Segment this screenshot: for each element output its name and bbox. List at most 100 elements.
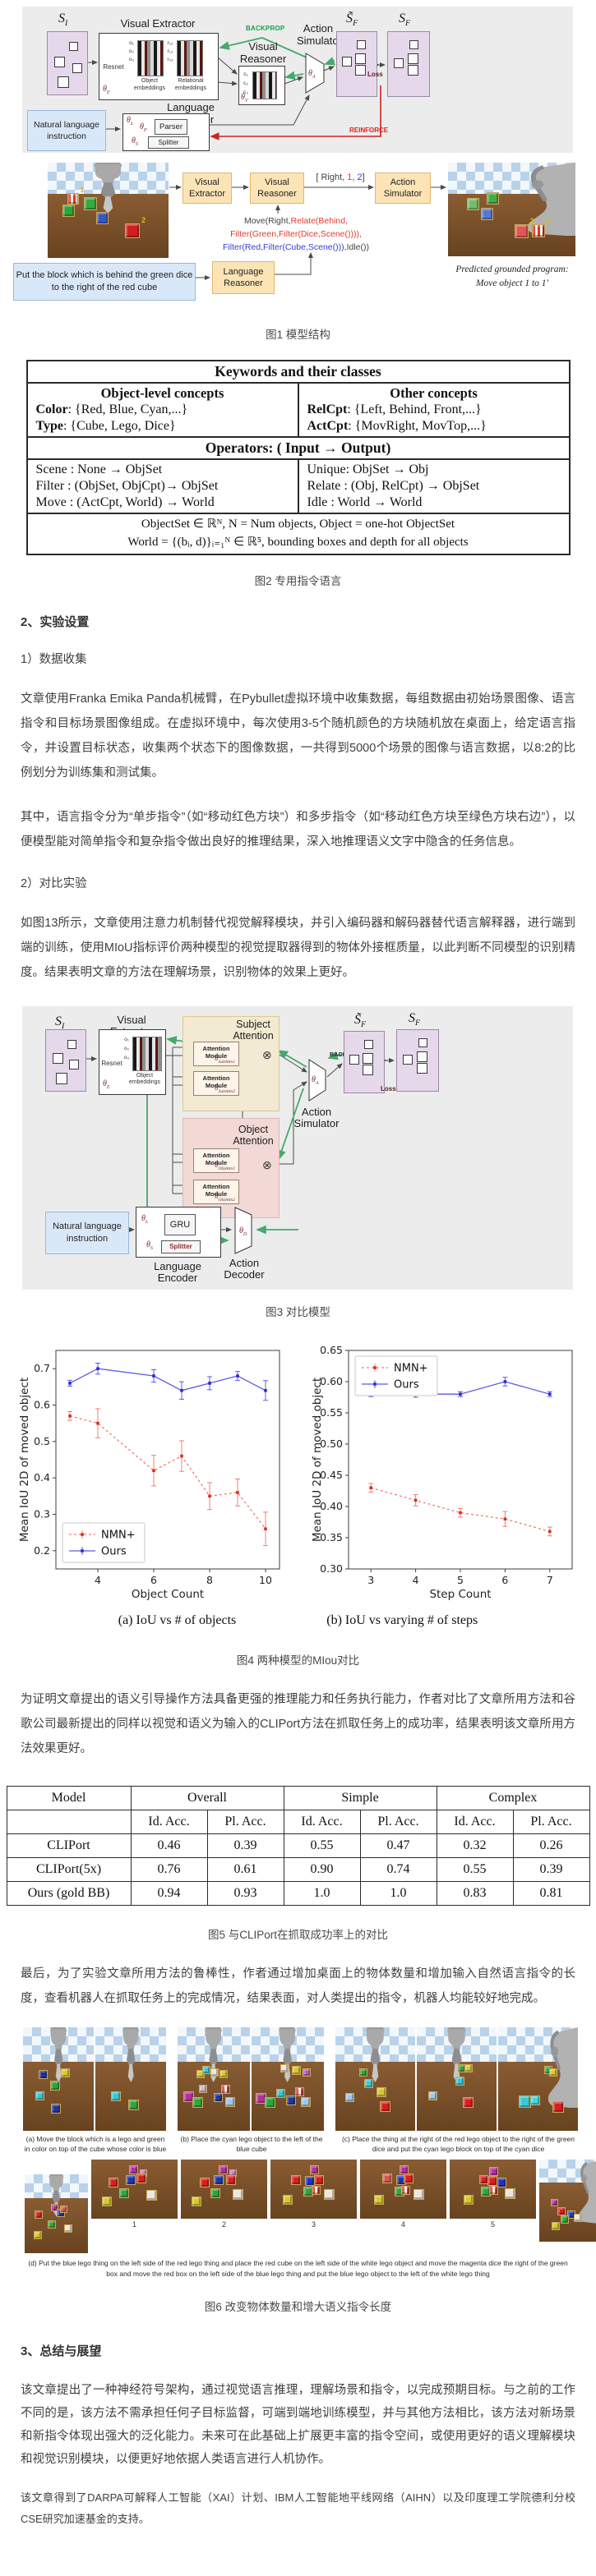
fig6-row2: 1 2 3 4 5 xyxy=(25,2160,596,2253)
cell-value: 1.0 xyxy=(283,1880,361,1906)
actcpt-row: ActCpt: {MovRight, MovTop,...} xyxy=(307,418,561,435)
scene-block xyxy=(573,2214,582,2222)
footnote-line: ObjectSet ∈ ℝᴺ, N = Num objects, Object … xyxy=(141,518,455,531)
theta-e: θE xyxy=(103,1079,110,1090)
block-thumb xyxy=(408,65,418,76)
scene-block xyxy=(292,2066,302,2076)
r12-label: r₁₂ xyxy=(167,40,173,46)
robot-arm-icon xyxy=(280,2026,296,2082)
svg-text:Mean IoU 2D of moved object: Mean IoU 2D of moved object xyxy=(18,1377,31,1541)
table-row: CLIPort 0.46 0.39 0.55 0.47 0.32 0.26 xyxy=(6,1833,590,1858)
loss-label: Loss xyxy=(367,71,383,78)
svg-text:0.65: 0.65 xyxy=(320,1344,343,1356)
scene-block xyxy=(49,2081,60,2091)
scene-block xyxy=(196,2070,205,2079)
scene-block xyxy=(549,2068,558,2077)
robot-arm-icon xyxy=(50,2026,67,2082)
scene-block xyxy=(377,2086,387,2097)
scene-block xyxy=(324,2189,335,2200)
block-thumb xyxy=(72,63,82,73)
svg-text:0.6: 0.6 xyxy=(34,1398,50,1410)
robot-arm-icon xyxy=(94,163,122,214)
fig4-charts: 0.2 0.3 0.4 0.5 0.6 0.7 4 6 8 10 Object Count Mean … xyxy=(0,1341,596,1605)
scene-block xyxy=(550,2199,558,2206)
cell-value: 0.55 xyxy=(283,1833,361,1858)
section2-heading: 2、实验设置 xyxy=(21,614,90,629)
scene-block xyxy=(291,2174,302,2185)
chart-iou-vs-steps: 0.30 0.35 0.40 0.45 0.50 0.55 0.60 0.65 3 4 5 6 7 Ste… xyxy=(311,1344,572,1601)
scene-block xyxy=(313,2174,324,2185)
operators-title: Operators: ( Input → Output) xyxy=(25,436,571,460)
scene-block xyxy=(557,2207,566,2215)
cell-value: 0.55 xyxy=(436,1856,514,1882)
fig6-group-a: (a) Move the block which is a lego and g… xyxy=(23,2026,168,2155)
scene-block xyxy=(201,2066,210,2075)
keywords-title: Keywords and their classes xyxy=(25,360,571,384)
scene-image xyxy=(360,2160,446,2219)
scene-block xyxy=(529,2095,540,2105)
object-attention-panel: Object Attention Attention Module θObjAt… xyxy=(182,1117,280,1218)
svg-text:Step Count: Step Count xyxy=(429,1588,491,1601)
fig6-row1: (a) Move the block which is a lego and g… xyxy=(23,2026,596,2155)
r23-label: r₂₃ xyxy=(167,57,173,62)
scene-block xyxy=(302,2068,311,2077)
section2-sub2: 2）对比实验 xyxy=(21,876,87,890)
multiply-icon: ⊗ xyxy=(262,1047,272,1061)
scene-block xyxy=(275,2089,285,2099)
block-thumb xyxy=(417,1051,427,1062)
svg-text:Mean IoU 2D of moved object: Mean IoU 2D of moved object xyxy=(311,1377,324,1541)
program-line: Move(Right,Relate(Behind, xyxy=(243,216,349,226)
o2-label: o₂ xyxy=(123,1045,130,1051)
block-thumb xyxy=(355,65,366,76)
language-reasoner-node: Language Reasoner xyxy=(212,261,275,294)
scene-block xyxy=(359,2068,368,2077)
fig5-results-table: Model Overall Simple Complex Id. Acc. Pl… xyxy=(6,1785,590,1906)
block-thumb xyxy=(409,40,418,49)
block-thumb xyxy=(56,1072,67,1084)
scene-image xyxy=(539,2160,596,2242)
svg-text:5: 5 xyxy=(457,1574,464,1586)
block-number-label: 1 xyxy=(80,186,85,195)
action-simulator-node: Action Simulator xyxy=(375,172,431,204)
scene-block xyxy=(118,2187,129,2198)
paragraph: 其中，语言指令分为“单步指令”（如“移动红色方块”）和多步指令（如“移动红色方块… xyxy=(21,810,575,849)
svg-text:0.45: 0.45 xyxy=(320,1469,343,1481)
robot-arm xyxy=(44,2026,72,2084)
scene-block xyxy=(51,2103,62,2114)
goal-state-thumb xyxy=(396,1028,439,1092)
scene-block xyxy=(183,2091,195,2102)
scene-block xyxy=(61,2068,71,2077)
block-thumb xyxy=(408,53,418,64)
scene-image xyxy=(178,2026,250,2131)
cell-value: 1.0 xyxy=(359,1880,437,1906)
theta-a: θA xyxy=(308,69,316,80)
loss-label: Loss xyxy=(381,1084,396,1092)
caption-line: Predicted grounded program: xyxy=(455,264,569,274)
theta-objattn1: θObjAttn1 xyxy=(215,1160,235,1171)
caption-line: Move object 1 to 1' xyxy=(475,278,549,288)
object-embeddings-label: Object embeddings xyxy=(128,1072,161,1086)
action-decoder-shape xyxy=(234,1206,252,1254)
theta-subattn2: θSubAttn2 xyxy=(215,1083,235,1094)
fig4-subcaptions: (a) IoU vs # of objects (b) IoU vs varyi… xyxy=(0,1613,596,1628)
resnet-label: Resnet xyxy=(101,1059,122,1067)
svg-text:Ours: Ours xyxy=(101,1545,127,1557)
svg-text:0.40: 0.40 xyxy=(320,1500,343,1512)
scene-block xyxy=(552,2222,561,2230)
robot-arm xyxy=(441,2026,473,2084)
o1-label: o₁ xyxy=(129,40,134,46)
scene-block xyxy=(109,2177,118,2187)
scene-block xyxy=(84,196,98,210)
visual-extractor-box: Resnet o₁ o₂ o₃ Object embeddings r₁₂ r₁… xyxy=(99,33,219,100)
scene-block xyxy=(101,2196,112,2206)
scene-block xyxy=(463,2195,474,2206)
operator-move: Move : (ActCpt, World) → World xyxy=(35,495,215,509)
svg-text:4: 4 xyxy=(95,1574,101,1586)
operator-idle: Idle : World → World xyxy=(307,495,423,509)
cell-value: 0.26 xyxy=(512,1833,590,1858)
color-row: Color: {Red, Blue, Cyan,...} xyxy=(36,402,289,418)
scene-block xyxy=(51,2204,59,2212)
scene-image xyxy=(181,2160,267,2219)
scene-block xyxy=(463,2097,474,2109)
